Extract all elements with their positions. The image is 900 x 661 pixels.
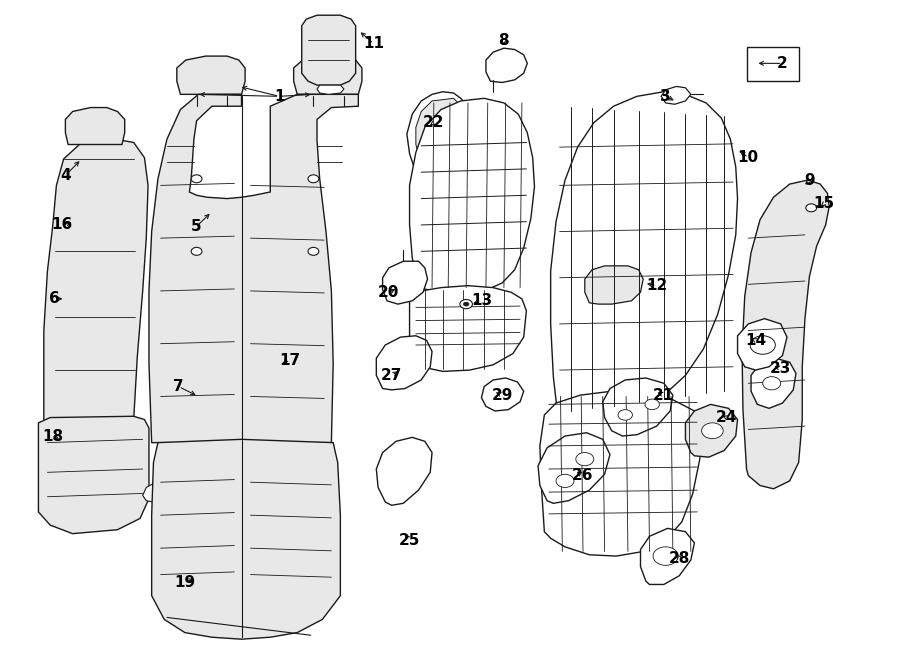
Polygon shape (738, 319, 787, 370)
Text: 18: 18 (42, 428, 63, 444)
Text: 12: 12 (646, 278, 667, 293)
Text: 10: 10 (738, 150, 759, 165)
FancyBboxPatch shape (746, 47, 798, 81)
Text: 16: 16 (51, 217, 72, 233)
Circle shape (308, 247, 319, 255)
Circle shape (191, 247, 202, 255)
Polygon shape (742, 180, 829, 488)
Polygon shape (39, 416, 149, 533)
Text: 4: 4 (60, 168, 71, 183)
Text: 20: 20 (378, 285, 400, 299)
Polygon shape (317, 85, 344, 95)
Polygon shape (302, 15, 356, 85)
Polygon shape (44, 138, 148, 423)
Polygon shape (376, 336, 432, 390)
Polygon shape (538, 433, 610, 503)
Circle shape (653, 547, 679, 565)
Circle shape (750, 336, 775, 354)
Polygon shape (482, 378, 524, 411)
Polygon shape (149, 95, 358, 443)
Text: 24: 24 (716, 410, 737, 425)
Circle shape (762, 377, 780, 390)
Circle shape (464, 302, 469, 306)
Text: 26: 26 (572, 468, 594, 483)
Text: 3: 3 (661, 89, 671, 104)
Text: 29: 29 (491, 387, 513, 403)
Polygon shape (551, 92, 738, 418)
Text: 1: 1 (274, 89, 284, 104)
Polygon shape (410, 286, 526, 371)
Text: 14: 14 (745, 333, 766, 348)
Text: 28: 28 (669, 551, 689, 566)
Circle shape (645, 399, 660, 410)
Text: 7: 7 (174, 379, 184, 394)
Text: 22: 22 (423, 115, 445, 130)
Text: 17: 17 (280, 353, 301, 368)
Text: 11: 11 (363, 36, 384, 51)
Polygon shape (416, 98, 464, 162)
Text: 8: 8 (499, 33, 509, 48)
Polygon shape (486, 48, 527, 83)
Circle shape (460, 299, 473, 309)
Polygon shape (152, 440, 340, 639)
Polygon shape (143, 484, 164, 502)
Circle shape (191, 175, 202, 182)
Text: 13: 13 (471, 293, 492, 308)
Circle shape (576, 453, 594, 466)
Circle shape (618, 410, 633, 420)
Text: 5: 5 (192, 219, 202, 234)
Polygon shape (585, 266, 644, 304)
Polygon shape (376, 438, 432, 505)
Text: 23: 23 (770, 362, 791, 376)
Polygon shape (603, 378, 673, 436)
Polygon shape (751, 358, 796, 408)
Text: 19: 19 (175, 575, 195, 590)
Polygon shape (176, 56, 245, 95)
Polygon shape (410, 98, 535, 294)
Text: 15: 15 (814, 196, 834, 212)
Text: 2: 2 (777, 56, 788, 71)
Text: 9: 9 (804, 173, 814, 188)
Polygon shape (540, 391, 702, 556)
Text: 25: 25 (399, 533, 420, 548)
Text: 21: 21 (653, 387, 674, 403)
Circle shape (308, 175, 319, 182)
Circle shape (702, 423, 724, 439)
Polygon shape (66, 108, 125, 145)
Polygon shape (641, 528, 695, 584)
Text: 6: 6 (50, 292, 60, 306)
Circle shape (806, 204, 816, 212)
Polygon shape (293, 56, 362, 95)
Text: 27: 27 (381, 368, 402, 383)
Circle shape (556, 475, 574, 487)
Polygon shape (686, 405, 738, 457)
Polygon shape (662, 87, 691, 104)
Polygon shape (407, 92, 472, 171)
Polygon shape (382, 261, 428, 304)
